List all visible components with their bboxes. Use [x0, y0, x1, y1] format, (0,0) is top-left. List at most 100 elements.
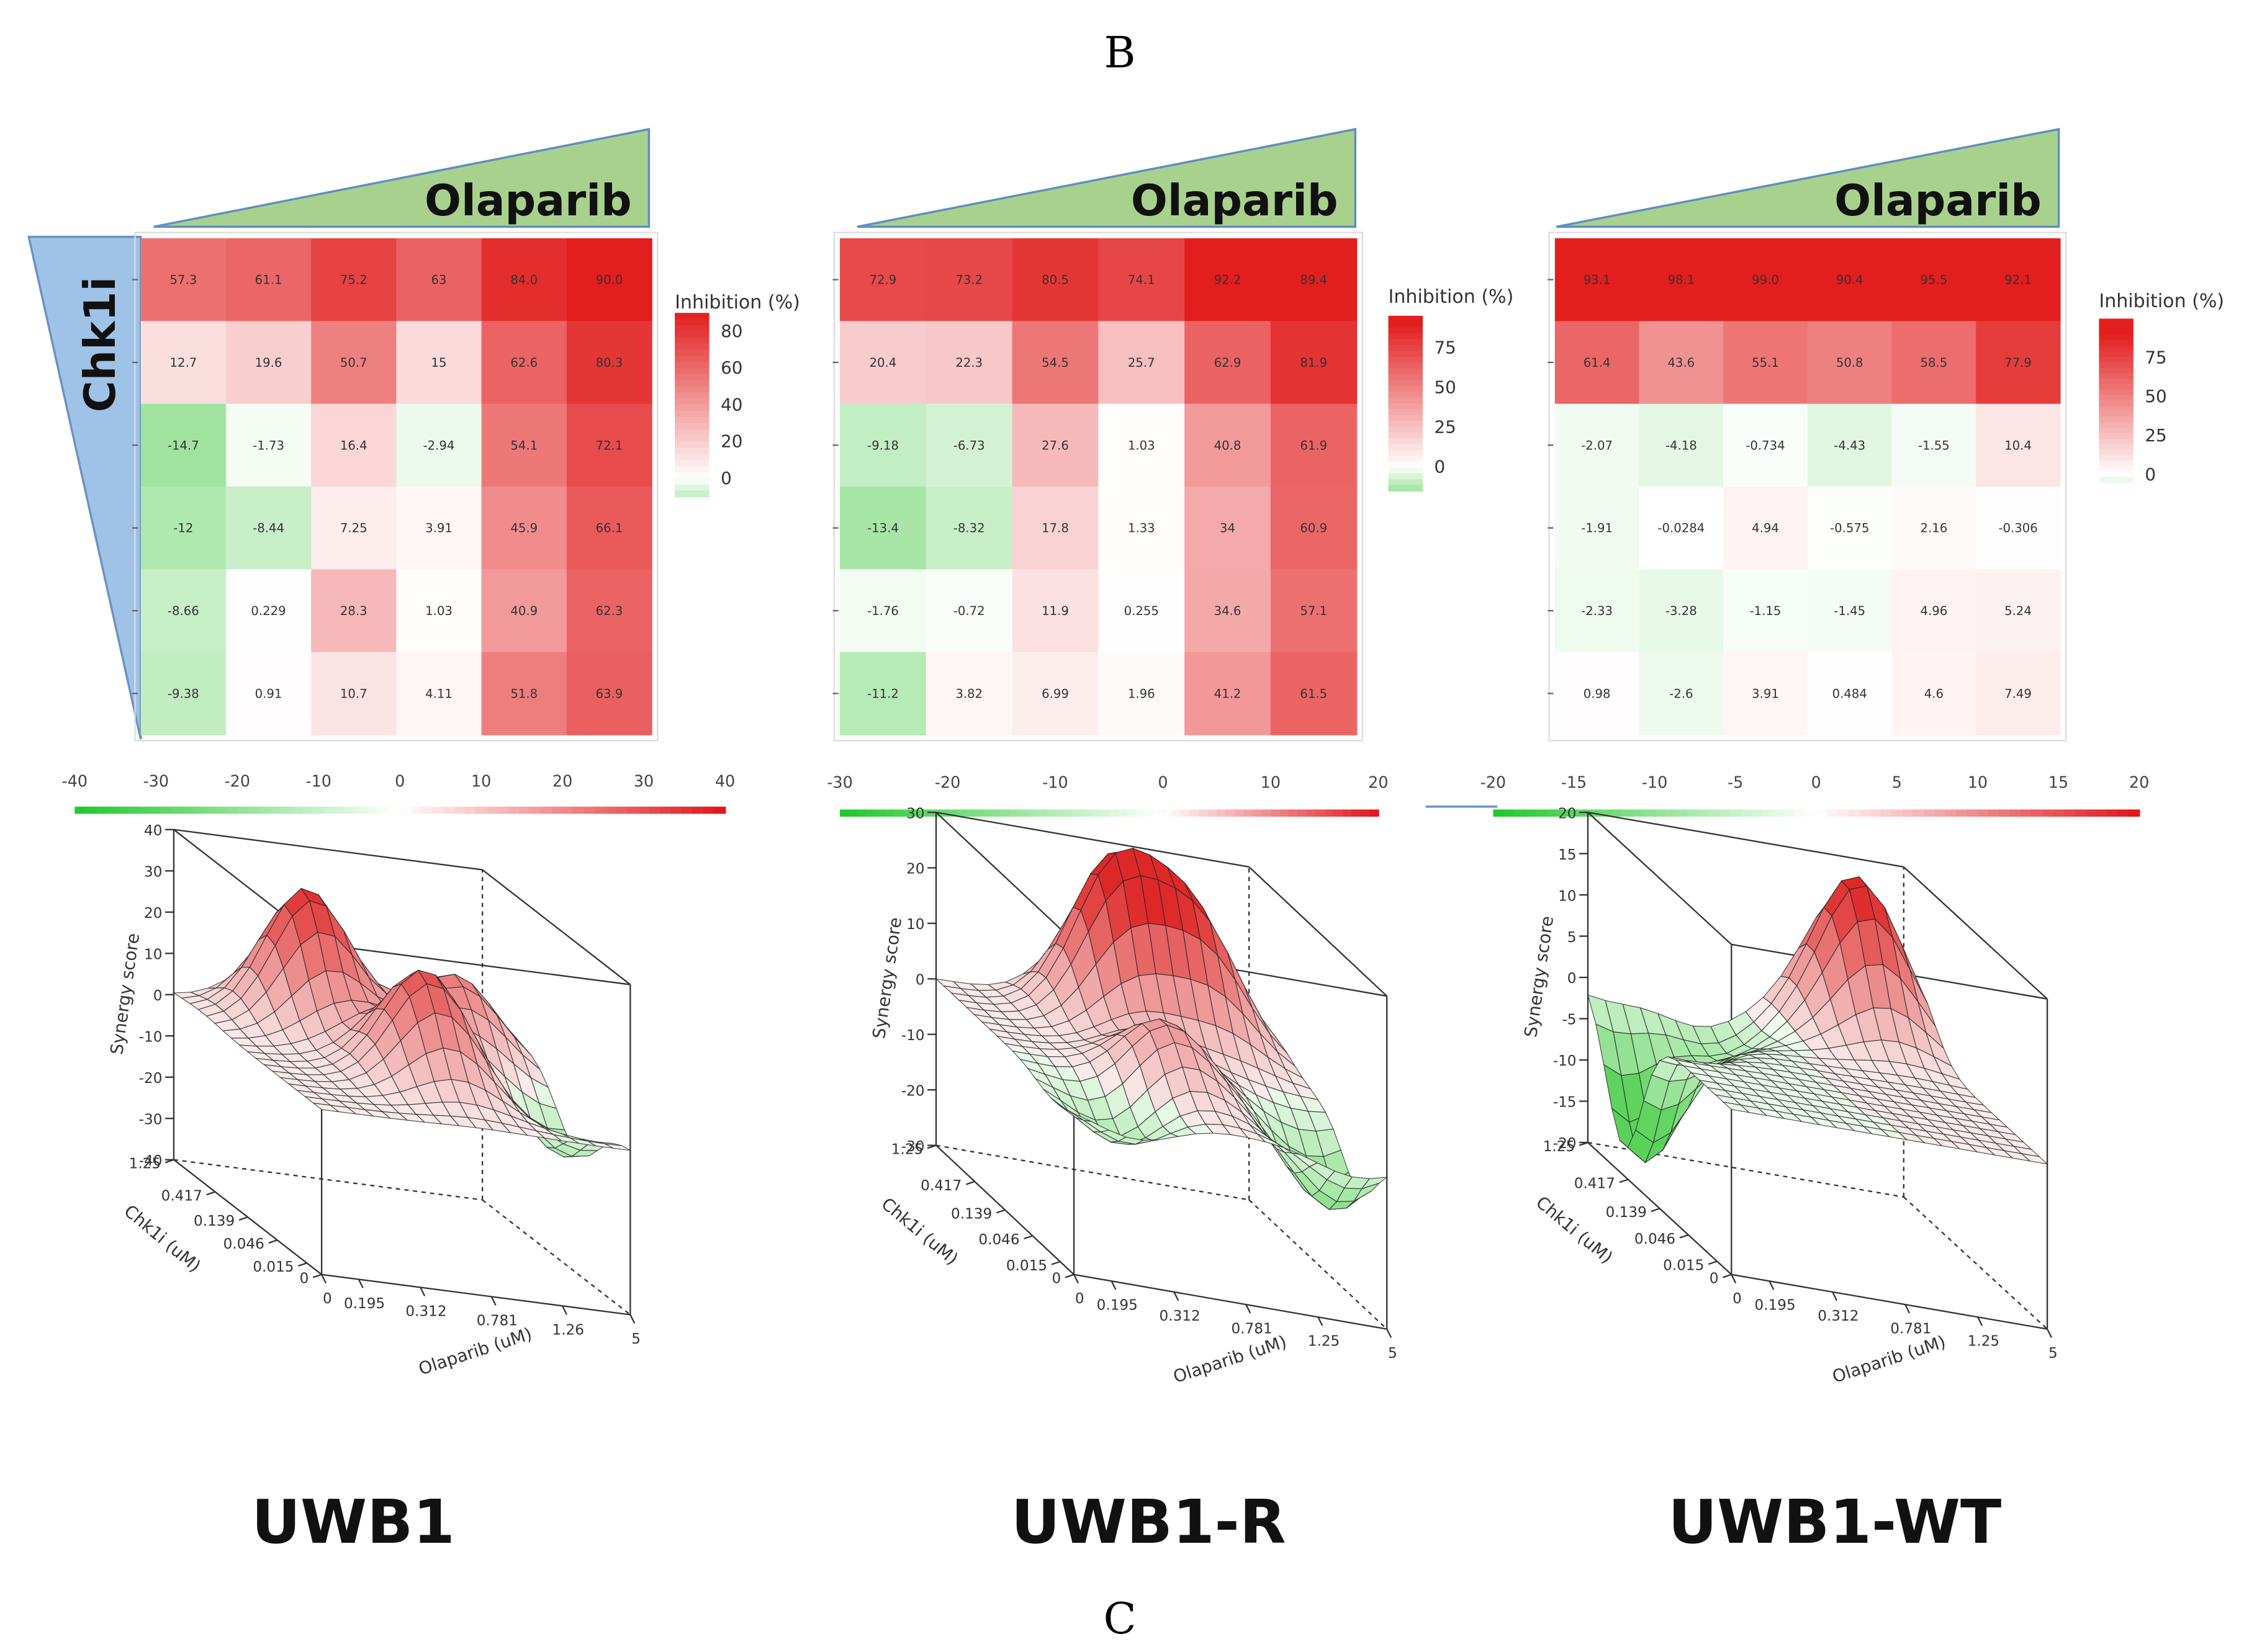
heatmap-cell [840, 403, 927, 487]
synergy-swatch [2085, 809, 2098, 817]
heatmap-cell [1723, 238, 1808, 321]
heatmap-cell [1891, 238, 1976, 321]
heatmap-cell [1270, 403, 1358, 487]
heatmap-cell-value: 27.6 [1042, 438, 1069, 452]
x-tick-mark [2047, 1329, 2053, 1339]
synergy-swatch [1600, 809, 1613, 817]
box-edge [1903, 1196, 2048, 1330]
legend-swatch [1388, 456, 1423, 463]
legend-swatch [675, 416, 710, 424]
legend-tick: 25 [2145, 425, 2166, 446]
heatmap-cell [1184, 238, 1271, 321]
synergy-swatch [1153, 809, 1164, 817]
z-tick: 5 [1567, 930, 1577, 946]
z-tick: -10 [901, 1028, 925, 1044]
heatmap-cell [566, 321, 652, 405]
olaparib-label: Olaparib [1834, 176, 2042, 226]
synergy-swatch [194, 806, 206, 814]
synergy-swatch [172, 806, 184, 814]
legend-swatch [675, 454, 710, 461]
synergy-swatch [1741, 809, 1753, 817]
inhibition-legend: Inhibition (%) 75 50 25 0 [2099, 290, 2224, 485]
legend-swatch [2099, 433, 2134, 439]
heatmap-cell-value: 3.82 [955, 686, 983, 701]
synergy-swatch [1924, 809, 1935, 817]
heatmap-cell-value: -8.44 [253, 521, 284, 536]
synergy-swatch [1870, 809, 1882, 817]
synergy-swatch [1118, 809, 1128, 817]
heatmap-cell-value: 95.5 [1921, 273, 1948, 287]
box-edge [935, 811, 1250, 868]
heatmap-cell [396, 652, 482, 735]
heatmap-cell-value: 4.94 [1752, 521, 1779, 536]
synergy-swatch [1525, 809, 1538, 817]
legend-title: Inhibition (%) [2099, 290, 2224, 312]
synergy-swatch [140, 806, 151, 814]
heatmap-cell-value: 54.1 [510, 438, 538, 452]
synergy-swatch [992, 809, 1003, 817]
y-tick: 0.015 [1663, 1257, 1704, 1273]
heatmap-cell [1098, 652, 1185, 735]
synergy-swatch [627, 806, 639, 814]
heatmap-cell-value: 6.99 [1042, 686, 1069, 701]
synergy-swatch [605, 806, 618, 814]
heatmap-cell [1184, 487, 1271, 570]
synergy-tick: -30 [827, 773, 853, 792]
legend-swatch [1388, 403, 1423, 410]
heatmap-cell-value: 25.7 [1128, 356, 1155, 370]
synergy-tick: 10 [1968, 773, 1988, 792]
legend-swatch [1388, 327, 1423, 334]
heatmap-cell-value: 1.96 [1128, 686, 1155, 701]
heatmap-cell [140, 238, 227, 321]
heatmap-cell [566, 403, 652, 487]
heatmap-cell-value: 3.91 [1752, 686, 1779, 701]
synergy-tick: 20 [2129, 773, 2149, 792]
legend-swatch [1388, 392, 1423, 398]
heatmap-cell [1184, 652, 1271, 735]
heatmap-cell [311, 403, 397, 487]
legend-swatch [675, 460, 710, 467]
synergy-swatch [885, 809, 895, 817]
synergy-swatch [714, 806, 726, 814]
synergy-swatch [616, 806, 629, 814]
legend-swatch [2099, 422, 2134, 429]
x-tick-mark [321, 1274, 327, 1284]
synergy-swatch [367, 806, 379, 814]
y-tick: 0.046 [978, 1232, 1019, 1248]
synergy-swatch [410, 806, 423, 814]
heatmap-cell [1891, 487, 1976, 570]
legend-swatch [2099, 340, 2134, 347]
legend-swatch [1388, 467, 1423, 474]
heatmap-cell [926, 403, 1013, 487]
heatmap-cell [1270, 569, 1358, 653]
heatmap-cell-value: -0.72 [953, 604, 985, 618]
y-tick-mark [965, 1180, 975, 1185]
synergy-tick: -20 [935, 773, 961, 792]
z-tick: -20 [139, 1071, 163, 1087]
heatmap-cell-value: 2.16 [1921, 521, 1948, 536]
z-tick: 10 [144, 947, 162, 963]
synergy-swatch [1207, 809, 1218, 817]
heatmap-cell [1891, 569, 1976, 653]
x-tick: 0.312 [405, 1304, 446, 1320]
synergy-swatch [1902, 809, 1914, 817]
heatmap-cell-value: 63 [431, 273, 447, 287]
legend-tick: 50 [2145, 386, 2166, 406]
legend-swatch [2099, 395, 2134, 402]
legend-swatch [675, 356, 710, 363]
y-tick: 0.139 [194, 1213, 235, 1229]
legend-swatch [2099, 411, 2134, 418]
heatmap-cell [396, 321, 482, 405]
x-tick: 0.312 [1160, 1308, 1201, 1324]
synergy-tick: 20 [552, 771, 572, 790]
legend-swatch [675, 362, 710, 369]
heatmap-cell-value: 11.9 [1042, 604, 1069, 618]
legend-swatch [1388, 473, 1423, 480]
z-tick: -40 [139, 1153, 163, 1169]
legend-tick: 80 [721, 321, 742, 341]
heatmap-cell-value: 7.49 [2004, 686, 2032, 701]
x-tick-mark [1832, 1291, 1838, 1301]
legend-swatch [2099, 471, 2134, 478]
box-edge [173, 828, 483, 871]
